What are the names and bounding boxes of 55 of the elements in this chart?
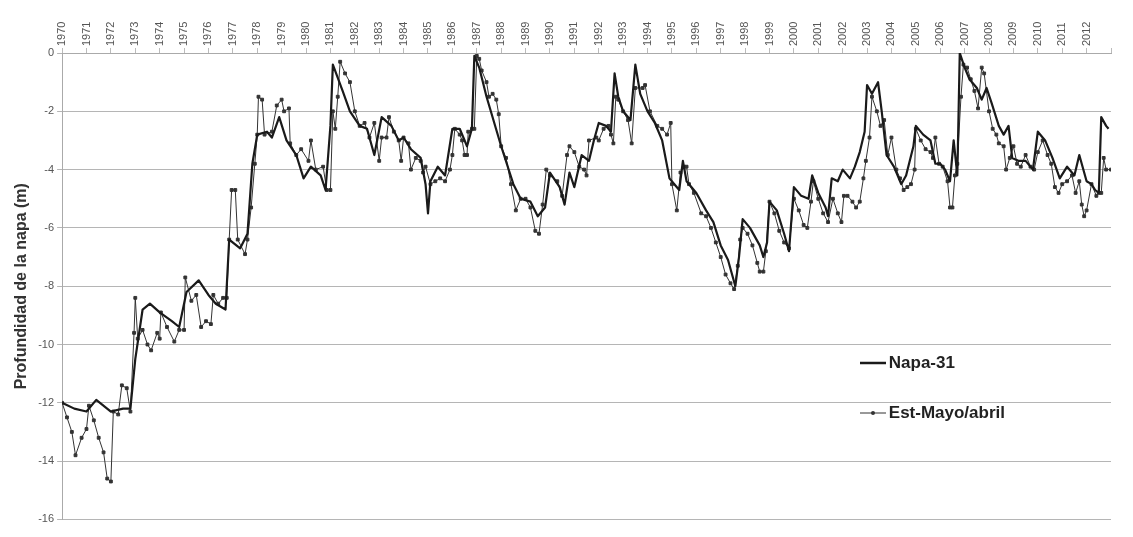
x-tick-label: 2007 xyxy=(957,21,970,46)
x-tick-label: 1978 xyxy=(250,21,263,46)
x-tick-label: 2004 xyxy=(884,21,897,46)
x-tick-label: 1996 xyxy=(689,21,702,46)
x-tick-label: 1986 xyxy=(445,21,458,46)
y-tick-label: -8 xyxy=(44,279,55,292)
x-tick-label: 2010 xyxy=(1030,21,1043,46)
x-tick-label: 1974 xyxy=(152,21,165,46)
x-tick-label: 1979 xyxy=(274,21,287,46)
x-tick-label: 1989 xyxy=(518,21,531,46)
x-tick-label: 1995 xyxy=(664,21,677,46)
x-tick-label: 1984 xyxy=(396,21,409,46)
x-tick-label: 1993 xyxy=(616,21,629,46)
x-tick-label: 1991 xyxy=(567,21,580,46)
x-tick-label: 1981 xyxy=(323,21,336,46)
x-tick-label: 2008 xyxy=(982,21,995,46)
x-tick-label: 1975 xyxy=(177,21,190,46)
x-tick-label: 1976 xyxy=(201,21,214,46)
x-tick-label: 1980 xyxy=(299,21,312,46)
x-tick-label: 1973 xyxy=(128,21,141,46)
x-tick-label: 1997 xyxy=(713,21,726,46)
y-tick-label: -10 xyxy=(38,337,55,350)
x-tick-label: 1977 xyxy=(225,21,238,46)
y-tick-label: -12 xyxy=(38,395,55,408)
x-tick-label: 1990 xyxy=(542,21,555,46)
x-tick-label: 1994 xyxy=(640,21,653,46)
x-tick-label: 2012 xyxy=(1079,21,1092,46)
y-tick-label: -2 xyxy=(44,104,55,117)
x-tick-label: 1972 xyxy=(103,21,116,46)
x-tick-label: 2005 xyxy=(908,21,921,46)
x-tick-label: 2011 xyxy=(1055,22,1068,46)
x-tick-label: 2009 xyxy=(1006,21,1019,46)
x-tick-label: 1971 xyxy=(79,21,92,46)
x-tick-label: 1982 xyxy=(347,21,360,46)
legend-label: Napa-31 xyxy=(888,353,955,373)
y-tick-label: -16 xyxy=(38,512,55,525)
y-tick-label: -6 xyxy=(44,220,55,233)
x-tick-label: 2003 xyxy=(860,21,873,46)
y-tick-label: 0 xyxy=(47,46,55,59)
x-tick-label: 1987 xyxy=(469,21,482,46)
legend-label: Est-Mayo/abril xyxy=(888,403,1005,423)
x-tick-label: 1992 xyxy=(591,21,604,46)
y-tick-label: -14 xyxy=(38,454,55,467)
x-tick-label: 1999 xyxy=(762,21,775,46)
x-tick-label: 2006 xyxy=(933,21,946,46)
x-tick-label: 1988 xyxy=(494,21,507,46)
x-tick-label: 1985 xyxy=(421,21,434,46)
y-tick-label: -4 xyxy=(44,162,55,175)
x-tick-label: 1998 xyxy=(738,21,751,46)
x-tick-label: 1983 xyxy=(372,21,385,46)
x-tick-label: 2000 xyxy=(786,21,799,46)
x-tick-label: 2001 xyxy=(811,21,824,46)
y-axis-title: Profundidad de la napa (m) xyxy=(12,183,30,390)
x-tick-label: 1970 xyxy=(55,21,68,46)
x-tick-label: 2002 xyxy=(835,21,848,46)
